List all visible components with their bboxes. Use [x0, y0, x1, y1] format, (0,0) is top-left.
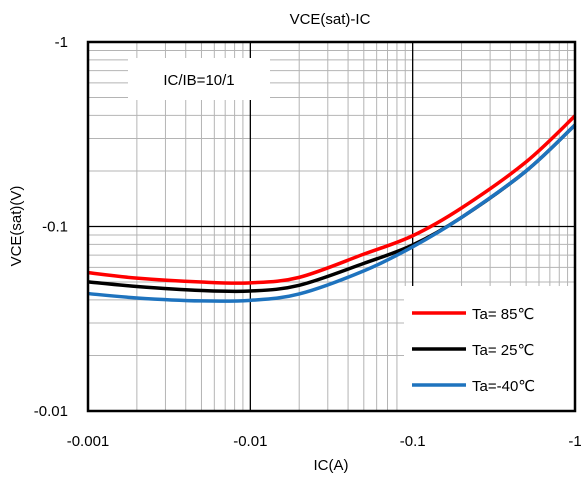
series-line-0	[87, 114, 577, 285]
annotation-box: IC/IB=10/1	[128, 58, 270, 100]
x-tick-label-0: -0.001	[67, 433, 110, 450]
x-tick-label-3: -1	[568, 433, 581, 450]
annotation-background	[128, 58, 270, 100]
x-tick-labels: -0.001 -0.01 -0.1 -1	[67, 433, 582, 450]
chart-title: VCE(sat)-IC	[290, 11, 371, 28]
series-layer	[87, 114, 577, 303]
y-tick-label-0: -0.01	[34, 403, 68, 420]
legend-label-2: Ta=-40℃	[472, 378, 535, 395]
y-tick-label-1: -0.1	[42, 219, 68, 236]
y-tick-labels: -0.01 -0.1 -1	[34, 34, 68, 420]
series-line-2	[87, 123, 577, 303]
plot-frame	[86, 40, 577, 413]
y-tick-label-2: -1	[55, 34, 68, 51]
legend: Ta= 85℃ Ta= 25℃ Ta=-40℃	[404, 286, 574, 410]
x-tick-label-1: -0.01	[233, 433, 267, 450]
y-axis-label: VCE(sat)(V)	[8, 186, 25, 267]
annotation-text: IC/IB=10/1	[163, 72, 234, 89]
x-tick-label-2: -0.1	[400, 433, 426, 450]
x-axis-label: IC(A)	[314, 457, 349, 474]
legend-label-0: Ta= 85℃	[472, 306, 534, 323]
legend-label-1: Ta= 25℃	[472, 342, 534, 359]
